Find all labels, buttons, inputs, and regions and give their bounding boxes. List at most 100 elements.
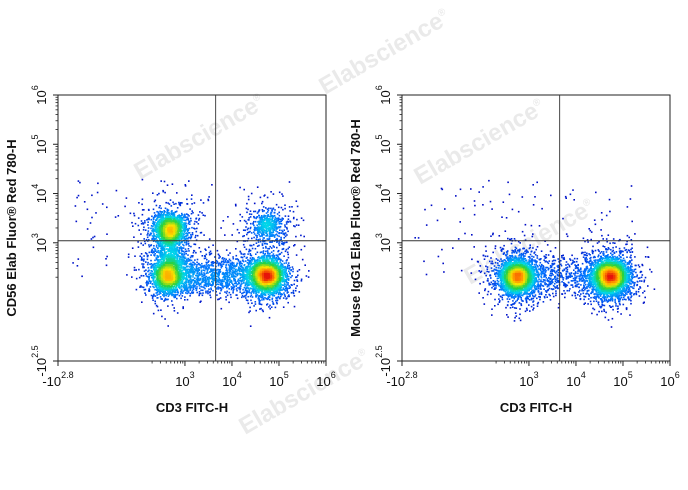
event-dot <box>250 216 252 218</box>
event-dot <box>212 261 214 263</box>
event-dot <box>194 268 196 270</box>
event-dot <box>232 265 234 267</box>
event-dot <box>260 218 262 220</box>
event-dot <box>202 292 204 294</box>
event-dot <box>224 275 226 277</box>
event-dot <box>184 258 186 260</box>
event-dot <box>211 262 213 264</box>
event-dot <box>222 285 224 287</box>
event-dot <box>224 273 226 275</box>
event-dot <box>156 305 158 307</box>
event-dot <box>168 209 170 211</box>
event-dot <box>152 283 154 285</box>
event-dot <box>258 297 260 299</box>
event-dot <box>168 212 170 214</box>
event-dot <box>266 228 268 230</box>
event-dot <box>263 292 265 294</box>
event-dot <box>170 251 172 253</box>
event-dot <box>147 224 149 226</box>
event-dot <box>141 257 143 259</box>
event-dot <box>233 268 235 270</box>
event-dot <box>189 289 191 291</box>
event-dot <box>181 258 183 260</box>
event-dot <box>255 221 257 223</box>
event-dot <box>273 253 275 255</box>
event-dot <box>161 252 163 254</box>
event-dot <box>184 274 186 276</box>
event-dot <box>243 244 245 246</box>
event-dot <box>281 284 283 286</box>
event-dot <box>284 282 286 284</box>
event-dot <box>148 209 150 211</box>
event-dot <box>260 296 262 298</box>
event-dot <box>205 292 207 294</box>
event-dot <box>285 279 287 281</box>
event-dot <box>158 217 160 219</box>
event-dot <box>197 270 199 272</box>
event-dot <box>269 235 271 237</box>
event-dot <box>245 289 247 291</box>
event-dot <box>273 193 275 195</box>
event-dot <box>297 275 299 277</box>
event-dot <box>167 299 169 301</box>
event-dot <box>258 241 260 243</box>
event-dot <box>156 292 158 294</box>
event-dot <box>143 227 145 229</box>
event-dot <box>189 269 191 271</box>
event-dot <box>151 249 153 251</box>
event-dot <box>148 288 150 290</box>
event-dot <box>243 235 245 237</box>
event-dot <box>253 221 255 223</box>
event-dot <box>185 184 187 186</box>
event-dot <box>91 217 93 219</box>
event-dot <box>240 274 242 276</box>
event-dot <box>195 282 197 284</box>
event-dot <box>246 234 248 236</box>
event-dot <box>269 292 271 294</box>
event-dot <box>209 292 211 294</box>
event-dot <box>173 290 175 292</box>
event-dot <box>196 221 198 223</box>
event-dot <box>288 215 290 217</box>
event-dot <box>196 228 198 230</box>
event-dot <box>288 218 290 220</box>
event-dot <box>182 268 184 270</box>
event-dot <box>251 264 253 266</box>
event-dot <box>218 271 220 273</box>
event-dot <box>252 248 254 250</box>
event-dot <box>206 273 208 275</box>
event-dot <box>239 291 241 293</box>
event-dot <box>231 273 233 275</box>
event-dot <box>282 209 284 211</box>
event-dot <box>251 260 253 262</box>
event-dot <box>84 201 86 203</box>
event-dot <box>141 253 143 255</box>
event-dot <box>181 250 183 252</box>
event-dot <box>91 195 93 197</box>
event-dot <box>223 263 225 265</box>
event-dot <box>225 259 227 261</box>
event-dot <box>150 234 152 236</box>
event-dot <box>246 249 248 251</box>
event-dot <box>186 285 188 287</box>
event-dot <box>269 317 271 319</box>
event-dot <box>257 260 259 262</box>
event-dot <box>271 298 273 300</box>
event-dot <box>259 215 261 217</box>
event-dot <box>220 288 222 290</box>
event-dot <box>233 262 235 264</box>
event-dot <box>207 293 209 295</box>
event-dot <box>193 243 195 245</box>
event-dot <box>236 294 238 296</box>
event-dot <box>291 292 293 294</box>
event-dot <box>261 295 263 297</box>
event-dot <box>192 290 194 292</box>
event-dot <box>174 310 176 312</box>
event-dot <box>272 301 274 303</box>
event-dot <box>148 279 150 281</box>
event-dot <box>242 257 244 259</box>
event-dot <box>281 243 283 245</box>
event-dot <box>155 231 157 233</box>
event-dot <box>169 294 171 296</box>
event-dot <box>273 246 275 248</box>
